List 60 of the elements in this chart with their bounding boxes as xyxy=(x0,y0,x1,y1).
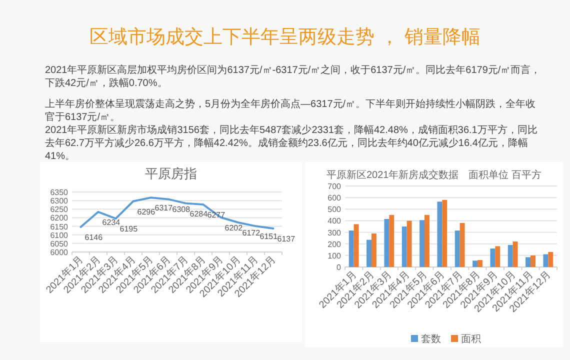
bar xyxy=(442,200,448,267)
y-tick-label: 700 xyxy=(328,182,342,191)
bar xyxy=(543,254,548,267)
data-label: 6202 xyxy=(224,223,244,232)
bar xyxy=(530,255,536,267)
bar xyxy=(548,252,554,267)
bar xyxy=(454,230,460,267)
text: 区域市场成交上下半年呈两级走势 ， 销量降幅 xyxy=(88,26,482,50)
y-tick-label: 300 xyxy=(328,228,342,238)
bar xyxy=(424,214,430,267)
y-tick-label: 6200 xyxy=(50,214,69,223)
data-label: 6317 xyxy=(154,204,174,213)
bar xyxy=(389,214,394,267)
data-label: 6234 xyxy=(102,218,121,227)
bar xyxy=(372,233,376,267)
data-label: 6195 xyxy=(120,224,138,234)
text: 上半年房价整体呈现震荡走高之势，5月份为全年房价高点—6317元/㎡。下半年则开始持续性小幅阴跌，全年收官于6137元/㎡。 xyxy=(45,98,537,124)
bar xyxy=(437,202,442,267)
bar xyxy=(472,260,478,267)
legend-label: 套数 xyxy=(421,333,441,345)
data-label: 6146 xyxy=(84,232,104,242)
text: 2021年平原新区新房市场成销3156套，同比去年5487套减少2331套，降幅42.48%，成销面积36.1万平方，同比去年62.7万平方减少26.6万平方，降幅42.42%。成销金额约23.6亿元，同比去年约40亿元减少16.4亿元，降幅41%。 xyxy=(45,124,538,163)
data-label: 6284 xyxy=(190,209,208,218)
data-label: 6151 xyxy=(260,232,278,242)
bar xyxy=(526,257,530,267)
data-label: 6172 xyxy=(242,228,261,238)
bar xyxy=(460,223,465,267)
y-tick-label: 200 xyxy=(328,240,342,249)
bar xyxy=(508,245,513,267)
y-tick-label: 6000 xyxy=(50,248,69,257)
data-label: 6296 xyxy=(137,207,156,216)
y-tick-label: 100 xyxy=(328,251,342,260)
y-tick-label: 6350 xyxy=(50,188,69,197)
y-tick-label: 6150 xyxy=(50,222,69,232)
bar xyxy=(478,260,482,267)
y-tick-label: 500 xyxy=(328,205,342,214)
y-tick-label: 400 xyxy=(328,216,342,226)
y-tick-label: 6100 xyxy=(50,230,69,240)
line-series xyxy=(80,196,274,230)
bar xyxy=(495,246,500,267)
bar xyxy=(384,218,390,267)
bar xyxy=(402,226,407,267)
data-label: 6137 xyxy=(277,234,296,244)
bar xyxy=(420,220,424,267)
text: 2021年平原新区高层加权平均房价区间为6137元/㎡-6317元/㎡之间，收于6137元/㎡。同比去年6179元/㎡而言，下跌42元/㎡，跌幅0.70%。 xyxy=(45,64,542,90)
chart-title: 平原房指 xyxy=(145,166,197,181)
bar xyxy=(354,224,359,267)
bar xyxy=(490,248,496,267)
y-tick-label: 6250 xyxy=(50,205,69,214)
y-tick-label: 6300 xyxy=(50,196,69,206)
y-tick-label: 0 xyxy=(336,263,342,272)
bar xyxy=(512,242,518,267)
chart-title: 平原新区2021年新房成交数据 面积单位 百平方 xyxy=(326,169,542,181)
bar xyxy=(406,220,412,267)
legend-label: 面积 xyxy=(461,334,481,345)
y-tick-label: 600 xyxy=(328,194,342,203)
y-tick-label: 6050 xyxy=(50,239,69,248)
bar xyxy=(366,240,372,267)
data-label: 6308 xyxy=(172,205,191,214)
bar xyxy=(348,230,354,267)
